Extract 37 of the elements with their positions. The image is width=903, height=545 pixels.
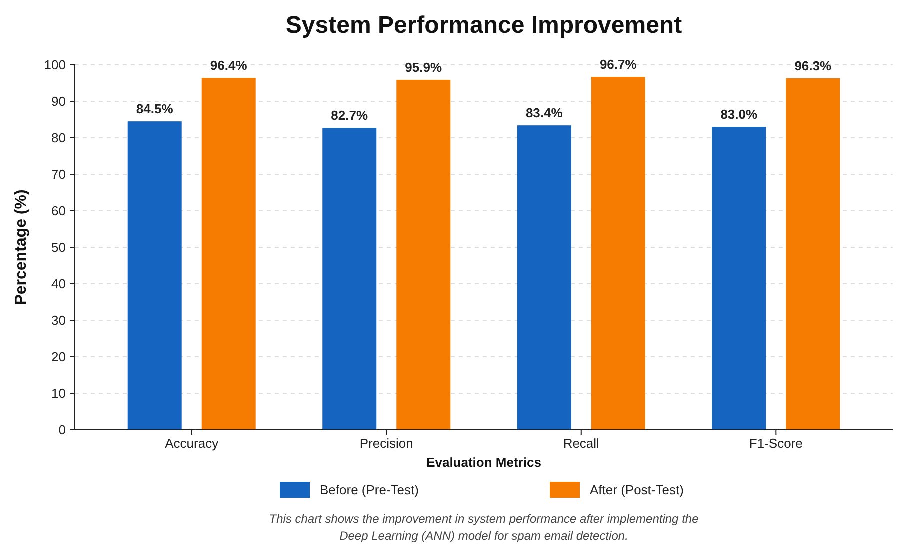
- y-tick-label: 60: [52, 204, 66, 219]
- data-label: 83.0%: [720, 107, 758, 122]
- x-tick-label: Recall: [563, 436, 600, 451]
- data-label: 96.7%: [600, 57, 638, 72]
- x-axis-title: Evaluation Metrics: [426, 455, 542, 470]
- data-label: 83.4%: [526, 106, 564, 121]
- y-tick-label: 0: [58, 422, 66, 438]
- legend-label: After (Post-Test): [590, 482, 684, 498]
- text: This chart shows the improvement in system performance after implementing the Deep Learning (ANN) model for spam email detection.: [269, 512, 700, 543]
- y-tick-label: 90: [52, 94, 66, 110]
- bar: [202, 78, 256, 430]
- y-tick-label: 20: [52, 350, 66, 365]
- x-tick-label: Accuracy: [165, 436, 220, 451]
- x-tick-label: F1-Score: [749, 436, 803, 451]
- bar: [128, 122, 182, 430]
- y-tick-label: 70: [52, 167, 66, 182]
- y-tick-label: 40: [52, 276, 66, 292]
- y-axis-title: Percentage (%): [13, 190, 30, 306]
- data-label: 95.9%: [405, 60, 442, 75]
- bar: [786, 78, 840, 430]
- bar: [712, 127, 766, 430]
- y-tick-label: 30: [52, 313, 66, 328]
- y-tick-label: 80: [52, 130, 66, 146]
- data-label: 84.5%: [136, 102, 174, 117]
- bar: [591, 77, 646, 430]
- y-tick-label: 100: [44, 58, 66, 73]
- bar: [517, 126, 572, 430]
- y-tick-label: 50: [52, 240, 66, 256]
- data-label: 96.3%: [794, 58, 832, 74]
- bar: [322, 128, 377, 430]
- y-tick-label: 10: [52, 386, 66, 402]
- x-tick-label: Precision: [360, 436, 414, 451]
- legend-label: Before (Pre-Test): [320, 482, 419, 498]
- data-label: 82.7%: [331, 108, 368, 124]
- data-label: 96.4%: [210, 58, 248, 74]
- bar: [396, 80, 451, 430]
- chart-title: System Performance Improvement: [286, 12, 682, 39]
